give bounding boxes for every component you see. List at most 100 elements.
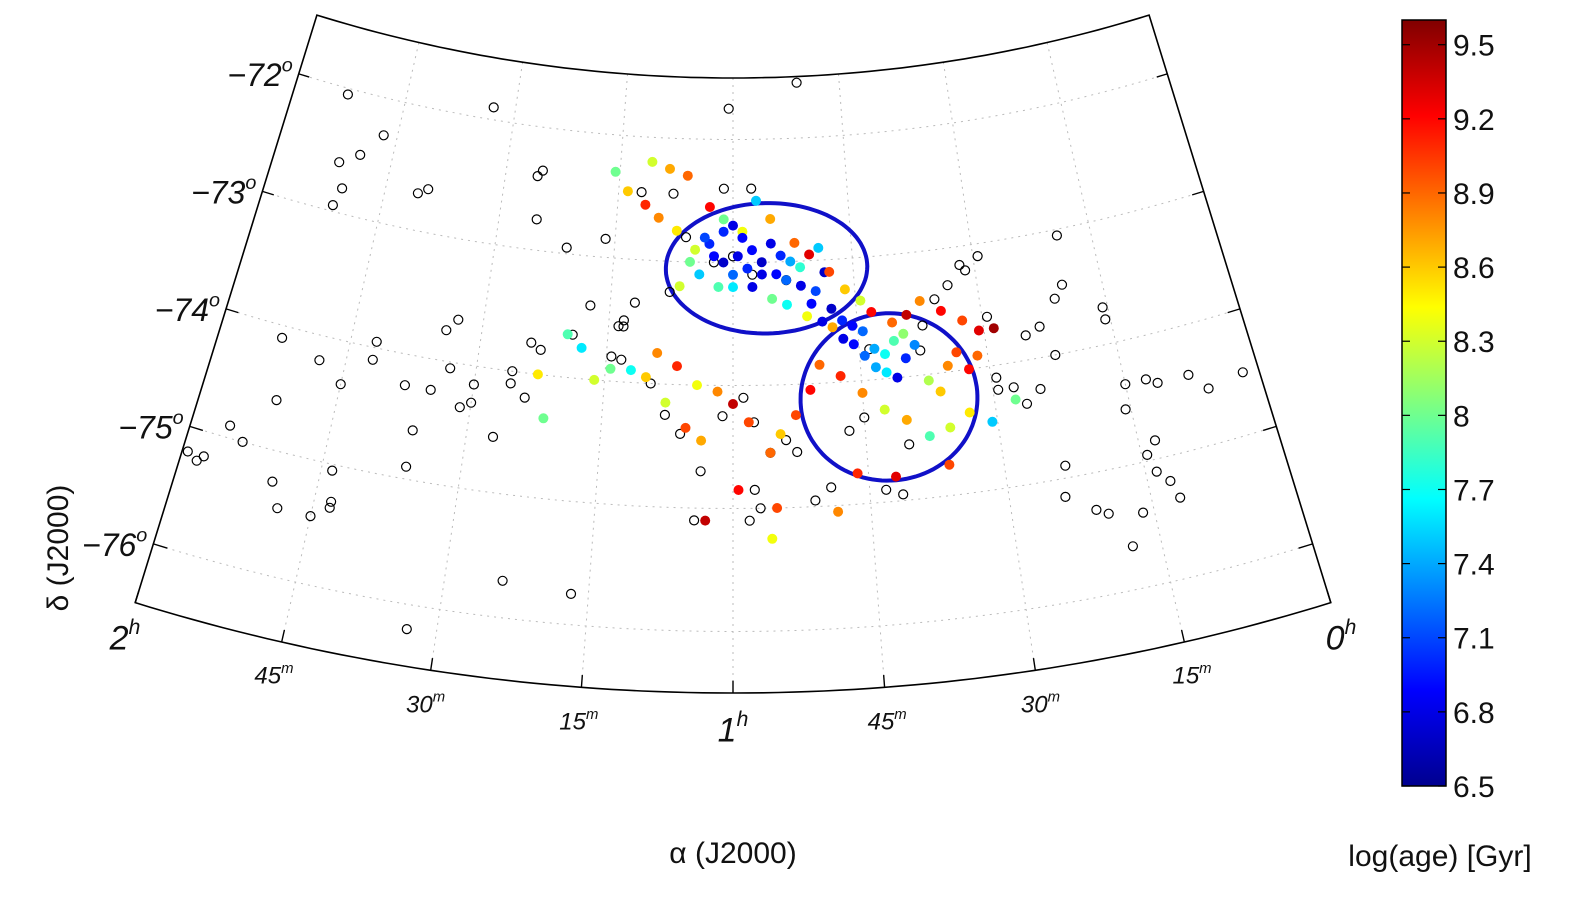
- cluster-point-filled: [692, 380, 702, 391]
- cluster-point-open: [1120, 379, 1131, 390]
- cluster-point-filled: [605, 363, 616, 374]
- colorbar-ticks: 9.5 9.2 8.9 8.6 8.3 8 7.7 7.4 7.1 6.8 6.5: [1402, 30, 1495, 804]
- cluster-point-open: [1175, 492, 1186, 503]
- cluster-point-filled: [880, 349, 890, 360]
- cluster-point-open: [1060, 491, 1071, 502]
- cluster-point-open: [526, 337, 537, 348]
- cluster-point-open: [613, 321, 624, 332]
- x-tick-mark: [280, 629, 286, 643]
- cluster-point-open: [367, 354, 378, 365]
- cluster-point-open: [688, 515, 700, 526]
- cluster-point-filled: [914, 296, 925, 306]
- grid-line-ra: [838, 74, 886, 688]
- cluster-point-filled: [866, 307, 877, 317]
- cluster-point-open: [746, 183, 757, 194]
- x-tick-mark: [134, 590, 140, 603]
- cluster-point-open: [1137, 507, 1149, 518]
- y-tick-mark: [1262, 425, 1277, 432]
- cluster-point-filled: [987, 416, 998, 427]
- x-tick-mark: [1326, 590, 1332, 603]
- cluster-point-open: [537, 165, 549, 176]
- cluster-point-filled: [935, 386, 946, 397]
- grid-line-ra: [1046, 42, 1185, 643]
- cluster-point-open: [674, 428, 686, 439]
- cluster-point-open: [1056, 279, 1068, 290]
- cluster-point-filled: [653, 212, 664, 223]
- cluster-point-open: [717, 411, 728, 422]
- cluster-point-filled: [696, 435, 707, 446]
- cluster-point-filled: [765, 238, 776, 249]
- y-tick-mark: [262, 190, 275, 196]
- cluster-point-open: [636, 187, 647, 198]
- x-tick-label: 30m: [1021, 690, 1060, 719]
- cluster-point-open: [881, 484, 892, 495]
- cluster-point-filled: [747, 245, 757, 256]
- cluster-point-open: [747, 269, 758, 280]
- cluster-point-open: [744, 515, 755, 526]
- y-tick-mark: [189, 425, 204, 432]
- y-axis-title: δ (J2000): [42, 485, 75, 612]
- cluster-point-open: [1050, 349, 1061, 361]
- cluster-point-open: [1021, 398, 1033, 409]
- cluster-point-open: [532, 171, 543, 182]
- cluster-point-filled: [795, 280, 806, 291]
- cluster-point-filled: [901, 309, 912, 320]
- cluster-point-filled: [751, 195, 761, 206]
- cluster-point-filled: [622, 186, 633, 197]
- cluster-point-filled: [700, 515, 711, 526]
- cluster-point-open: [378, 130, 389, 141]
- cluster-point-open: [585, 300, 596, 311]
- cluster-point-filled: [881, 367, 892, 378]
- grid-line-ra: [942, 62, 1036, 671]
- cluster-point-filled: [814, 359, 825, 370]
- cluster-point-filled: [690, 244, 701, 255]
- cluster-point-filled: [988, 323, 999, 334]
- cluster-point-filled: [671, 225, 682, 236]
- y-tick-label: −74o: [155, 289, 220, 327]
- cluster-point-open: [680, 232, 692, 243]
- cluster-point-open: [1049, 293, 1060, 304]
- colorbar-label: log(age) [Gyr]: [1348, 840, 1531, 873]
- cluster-point-open: [1149, 435, 1161, 446]
- cluster-point-filled: [562, 329, 573, 340]
- cluster-point-open: [342, 89, 353, 100]
- x-tick-label: 0h: [1326, 616, 1357, 657]
- cluster-point-open: [1103, 508, 1114, 519]
- cluster-point-open: [954, 259, 965, 271]
- x-tick-mark: [882, 674, 886, 688]
- x-tick-label: 45m: [254, 661, 293, 690]
- grid-line-ra: [430, 62, 524, 671]
- cluster-point-filled: [924, 431, 935, 442]
- cluster-point-filled: [538, 413, 549, 424]
- cluster-point-open: [519, 392, 530, 403]
- colorbar-tick-label: 7.1: [1453, 623, 1495, 656]
- x-tick-mark: [1180, 629, 1186, 643]
- cluster-point-open: [468, 379, 479, 390]
- cluster-point-filled: [772, 503, 783, 513]
- cluster-point-open: [600, 233, 611, 244]
- cluster-point-open: [618, 315, 630, 326]
- cluster-point-open: [334, 157, 345, 168]
- cluster-point-open: [1051, 230, 1063, 241]
- cluster-point-filled: [891, 471, 901, 482]
- cluster-point-open: [407, 425, 418, 436]
- grid-line-ra: [580, 74, 628, 688]
- cluster-point-open: [561, 242, 572, 253]
- cluster-point-filled: [802, 311, 813, 322]
- cluster-point-open: [791, 77, 802, 88]
- x-tick-mark: [1032, 658, 1037, 671]
- x-tick-mark: [429, 658, 434, 671]
- cluster-point-open: [917, 320, 928, 331]
- axis-ticks: 2h 45m 30m 15m 1h 45m 30m 15m 0h −72o −73o −74o −75o…: [82, 54, 1356, 749]
- region-ellipse: [798, 311, 980, 483]
- grid-lines: [153, 42, 1313, 693]
- cluster-point-open: [1060, 460, 1071, 471]
- cluster-point-filled: [935, 305, 946, 316]
- x-tick-label: 15m: [559, 707, 598, 736]
- cluster-point-filled: [859, 350, 870, 361]
- cluster-point-open: [423, 184, 434, 195]
- cluster-point-open: [191, 455, 202, 466]
- cluster-point-filled: [869, 343, 880, 354]
- cluster-point-filled: [942, 360, 953, 371]
- x-tick-label: 1h: [718, 708, 749, 749]
